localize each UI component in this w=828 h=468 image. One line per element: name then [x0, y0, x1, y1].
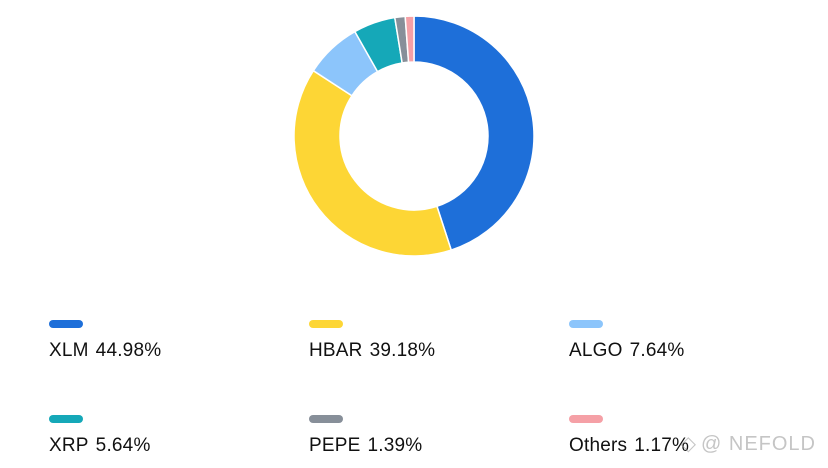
legend-label-others: Others [569, 435, 628, 456]
watermark: ◇ @ NEFOLD [681, 431, 816, 456]
watermark-text: @ NEFOLD [701, 433, 816, 455]
legend-item-pepe: PEPE 1.39% [309, 415, 549, 465]
legend-swatch-others [569, 415, 603, 423]
nefold-logo-icon: ◇ [680, 433, 698, 455]
legend-swatch-hbar [309, 320, 343, 328]
legend-item-hbar: HBAR 39.18% [309, 320, 549, 370]
legend-swatch-pepe [309, 415, 343, 423]
legend-swatch-xrp [49, 415, 83, 423]
legend-value-pepe: 1.39% [367, 435, 423, 456]
legend-label-hbar: HBAR [309, 340, 363, 361]
legend-item-xrp: XRP 5.64% [49, 415, 289, 465]
legend-value-xrp: 5.64% [95, 435, 151, 456]
donut-slice-others [404, 15, 415, 64]
legend-swatch-xlm [49, 320, 83, 328]
legend-label-algo: ALGO [569, 340, 623, 361]
legend-item-xlm: XLM 44.98% [49, 320, 289, 370]
legend-value-hbar: 39.18% [369, 340, 436, 361]
legend-swatch-algo [569, 320, 603, 328]
legend-item-others: Others 1.17% [569, 415, 809, 465]
legend-item-algo: ALGO 7.64% [569, 320, 809, 370]
legend-label-xlm: XLM [49, 340, 89, 361]
legend-value-algo: 7.64% [629, 340, 685, 361]
legend-value-others: 1.17% [634, 435, 690, 456]
legend-value-xlm: 44.98% [95, 340, 162, 361]
donut-slice-hbar [293, 69, 453, 257]
donut-slice-xlm [413, 15, 535, 252]
legend-label-pepe: PEPE [309, 435, 361, 456]
legend-label-xrp: XRP [49, 435, 89, 456]
donut-chart [293, 15, 535, 257]
